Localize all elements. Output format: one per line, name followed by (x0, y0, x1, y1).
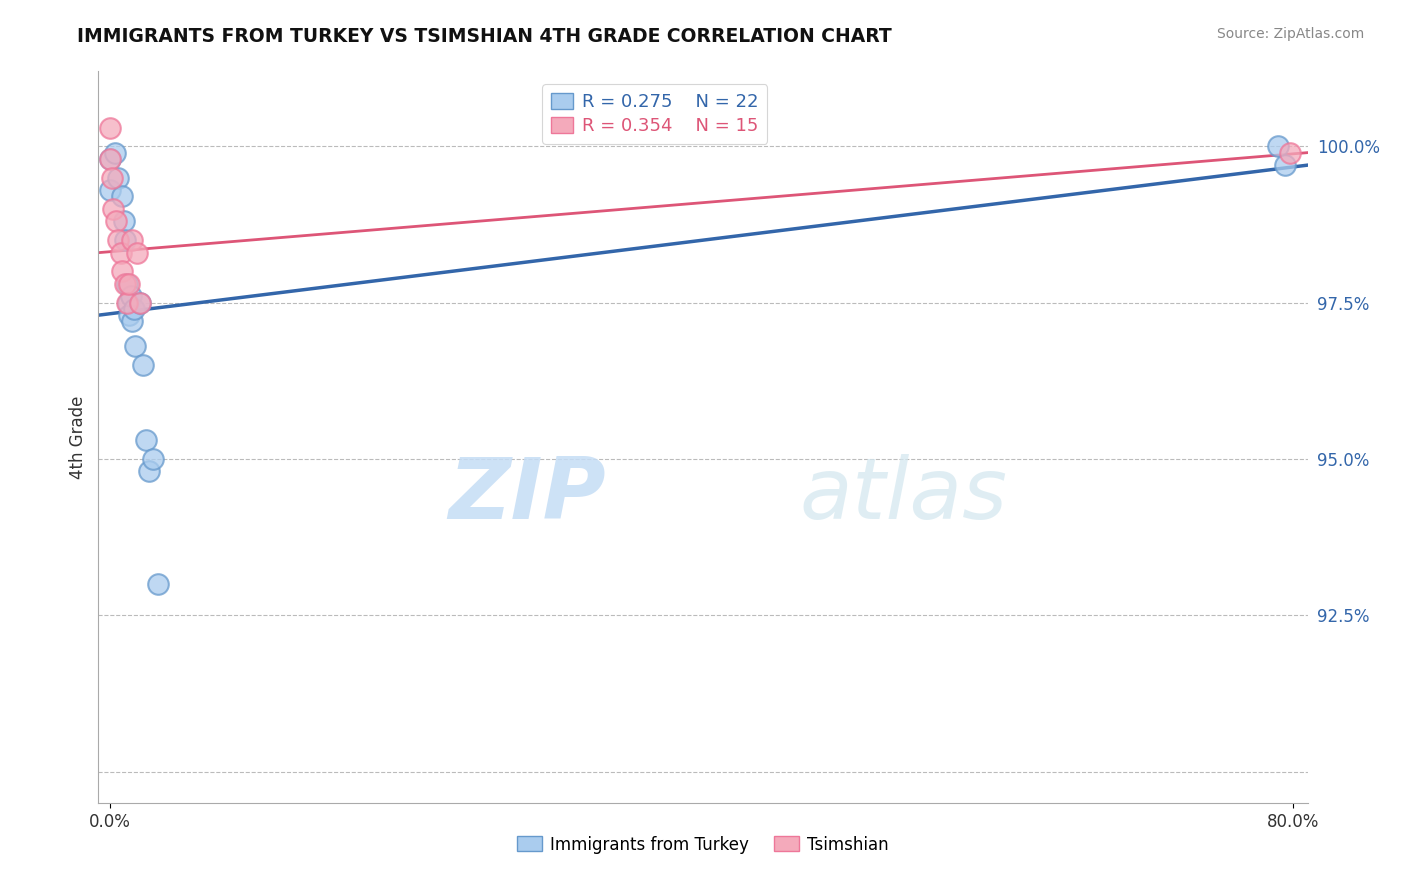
Point (125, 245, 148, 260)
Point (118, 308, 141, 322)
Point (142, 452, 165, 467)
Point (98, 152, 121, 166)
Point (1274, 158, 1296, 172)
Point (105, 214, 128, 228)
Point (100, 170, 122, 185)
Point (98, 183, 121, 197)
Point (121, 314, 143, 328)
Point (132, 358, 155, 372)
Point (117, 295, 139, 310)
Point (128, 295, 150, 310)
Point (111, 264, 134, 278)
Point (115, 295, 138, 310)
Point (118, 277, 141, 291)
Point (1267, 139, 1289, 153)
Point (124, 339, 146, 353)
Point (112, 214, 135, 228)
Point (128, 295, 150, 310)
Point (120, 289, 142, 303)
Point (135, 434, 157, 448)
Point (114, 233, 136, 247)
Point (104, 145, 127, 160)
Point (1278, 145, 1301, 160)
Point (114, 277, 136, 291)
Point (107, 170, 129, 185)
Point (103, 202, 125, 216)
Legend: Immigrants from Turkey, Tsimshian: Immigrants from Turkey, Tsimshian (510, 829, 896, 860)
Text: ZIP: ZIP (449, 454, 606, 537)
Text: atlas: atlas (800, 454, 1008, 537)
Point (138, 465, 160, 479)
Point (121, 233, 143, 247)
Text: IMMIGRANTS FROM TURKEY VS TSIMSHIAN 4TH GRADE CORRELATION CHART: IMMIGRANTS FROM TURKEY VS TSIMSHIAN 4TH … (77, 27, 891, 45)
Point (110, 245, 132, 260)
Point (107, 233, 129, 247)
Point (122, 301, 145, 316)
Point (115, 277, 138, 291)
Y-axis label: 4th Grade: 4th Grade (69, 395, 87, 479)
Text: Source: ZipAtlas.com: Source: ZipAtlas.com (1216, 27, 1364, 41)
Point (146, 577, 169, 591)
Point (98, 152, 121, 166)
Point (111, 189, 134, 203)
Point (98, 120, 121, 135)
